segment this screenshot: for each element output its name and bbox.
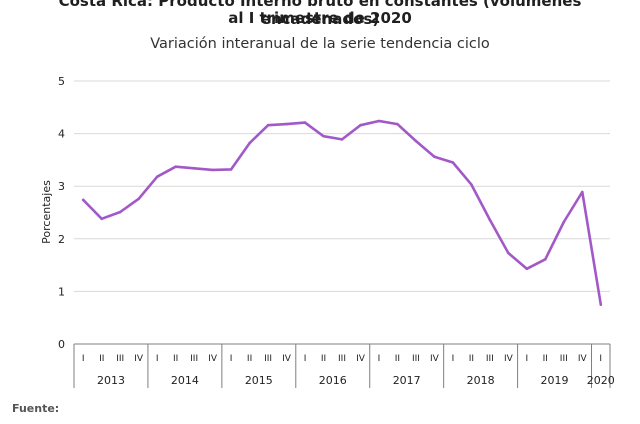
data-point [322, 134, 325, 138]
x-tick-label: II [543, 354, 548, 364]
y-axis-label: Porcentajes [40, 180, 53, 244]
x-tick-label: II [395, 354, 400, 364]
x-tick-label: III [486, 354, 494, 364]
series-line-path [81, 119, 603, 306]
data-point [599, 303, 603, 306]
x-tick-label: IV [208, 354, 218, 364]
x-tick-label: I [378, 354, 381, 364]
data-point [266, 123, 270, 127]
x-tick-label: III [116, 354, 124, 364]
x-tick-label: I [525, 354, 528, 364]
data-point [414, 139, 418, 143]
x-tick-label: II [247, 354, 252, 364]
x-year-label: 2013 [97, 374, 125, 387]
x-year-label: 2017 [393, 374, 421, 387]
data-point [377, 119, 381, 123]
x-year-label: 2014 [171, 374, 199, 387]
x-tick-label: III [264, 354, 272, 364]
data-point [451, 161, 455, 164]
x-tick-label: II [99, 354, 104, 364]
chart-subtitle: Variación interanual de la serie tendenc… [150, 36, 490, 52]
y-tick-label: 0 [58, 338, 65, 351]
y-tick-label: 4 [58, 128, 65, 141]
data-point [192, 167, 196, 170]
x-tick-label: IV [134, 354, 144, 364]
data-point [174, 165, 177, 168]
y-axis-ticks: 0 1 2 3 4 5 [58, 75, 65, 351]
data-point [581, 190, 584, 194]
series-line [81, 119, 603, 306]
x-year-label: 2020 [587, 374, 615, 387]
y-tick-label: 2 [58, 233, 65, 246]
data-point [340, 138, 344, 141]
data-point [248, 141, 251, 145]
data-point [544, 258, 547, 261]
x-tick-label: IV [282, 354, 292, 364]
x-year-label: 2018 [467, 374, 495, 387]
data-point [211, 168, 214, 172]
data-point [303, 121, 307, 124]
data-point [470, 183, 473, 186]
x-tick-label: II [321, 354, 326, 364]
x-tick-label: I [452, 354, 455, 364]
y-tick-label: 1 [58, 285, 65, 298]
x-tick-label: I [156, 354, 159, 364]
x-tick-label: IV [578, 354, 588, 364]
x-tick-label: III [560, 354, 568, 364]
x-tick-label: IV [356, 354, 366, 364]
x-tick-label: III [190, 354, 198, 364]
data-point [118, 210, 122, 214]
data-point [562, 220, 566, 224]
x-tick-label: IV [504, 354, 514, 364]
x-tick-label: I [304, 354, 307, 364]
x-tick-label: III [338, 354, 346, 364]
data-point [359, 123, 362, 127]
y-tick-label: 5 [58, 75, 65, 88]
x-tick-label: II [469, 354, 474, 364]
x-tick-label: II [173, 354, 178, 364]
chart-title: Costa Rica: Producto Interno bruto en co… [58, 0, 582, 28]
data-point [81, 198, 85, 202]
data-point [155, 175, 159, 178]
x-tick-label: IV [430, 354, 440, 364]
chart-title-line-2: al I trimestre de 2020 [228, 9, 412, 27]
y-tick-label: 3 [58, 180, 65, 193]
x-tick-label: I [82, 354, 85, 364]
x-year-label: 2019 [541, 374, 569, 387]
grid [74, 80, 610, 292]
data-point [100, 217, 103, 221]
data-point [229, 168, 233, 171]
data-point [137, 197, 140, 201]
source-label: Fuente: [12, 402, 60, 415]
data-point [507, 251, 510, 255]
x-year-label: 2015 [245, 374, 273, 387]
data-point [433, 155, 436, 158]
data-point [488, 218, 492, 222]
x-tick-label: I [599, 354, 602, 364]
data-point [396, 122, 399, 126]
data-point [285, 122, 288, 126]
x-tick-label: III [412, 354, 420, 364]
data-point [525, 267, 529, 271]
x-year-label: 2016 [319, 374, 347, 387]
x-tick-label: I [230, 354, 233, 364]
